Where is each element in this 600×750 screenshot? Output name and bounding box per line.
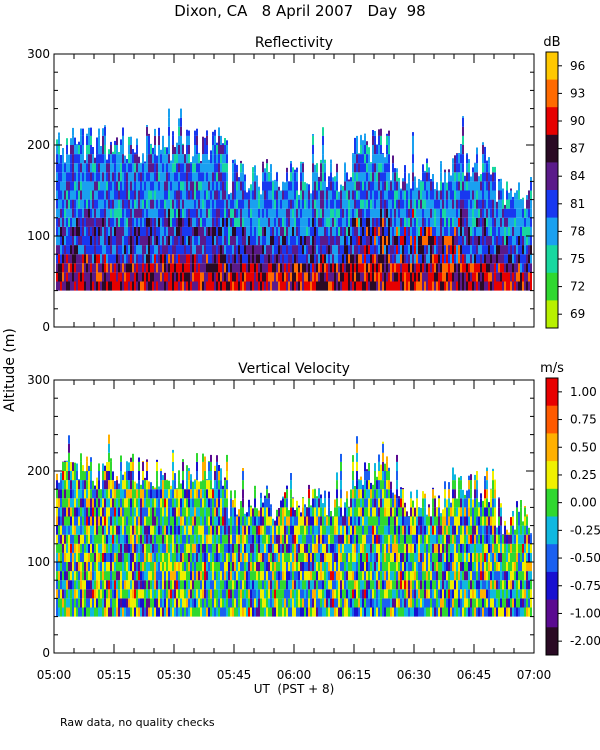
colorbar-swatch (546, 245, 558, 274)
y-tick-label: 0 (42, 320, 50, 334)
colorbar-tick-label: 81 (570, 197, 585, 211)
colorbar-tick-label: 78 (570, 224, 585, 238)
x-tick-label: 05:45 (217, 668, 252, 682)
colorbar-swatch (546, 599, 558, 628)
y-tick-label: 300 (27, 373, 50, 387)
colorbar-tick-label: 93 (570, 86, 585, 100)
reflectivity-panel: 300 200 100 0 96 93 90 87 84 81 78 75 72 69 (27, 47, 585, 334)
chart-title-vertical-velocity: Vertical Velocity (238, 361, 350, 377)
x-tick-label: 06:30 (397, 668, 432, 682)
reflectivity-field (56, 108, 532, 291)
colorbar-swatch (546, 378, 558, 407)
colorbar-tick-label: -0.25 (570, 523, 600, 537)
y-tick-label: 0 (42, 646, 50, 660)
x-tick-label: 07:00 (517, 668, 552, 682)
x-tick-label: 05:30 (157, 668, 192, 682)
x-tick-label: 06:45 (457, 668, 492, 682)
colorbar-tick-label: 84 (570, 169, 585, 183)
y-tick-label: 200 (27, 138, 50, 152)
colorbar-swatch (546, 79, 558, 108)
colorbar-unit-velocity: m/s (540, 361, 564, 376)
colorbar-tick-label: -1.00 (570, 606, 600, 620)
colorbar-tick-label: 75 (570, 252, 585, 266)
colorbar-tick-label: 72 (570, 280, 585, 294)
colorbar-swatch (546, 544, 558, 573)
colorbar-swatch (546, 107, 558, 136)
colorbar-swatch (546, 405, 558, 434)
colorbar-swatch (546, 516, 558, 545)
colorbar-tick-label: 1.00 (570, 385, 597, 399)
colorbar-tick-label: 0.75 (570, 413, 597, 427)
colorbar-swatch (546, 461, 558, 490)
colorbar-tick-label: 96 (570, 59, 585, 73)
shared-y-axis-label: Altitude (m) (2, 328, 18, 412)
velocity-panel: 300 200 100 0 05:00 05:15 05:30 05:45 06:00 06:15… (27, 373, 600, 682)
colorbar-reflectivity: 96 93 90 87 84 81 78 75 72 69 (545, 51, 585, 329)
colorbar-swatch (546, 217, 558, 246)
footnote: Raw data, no quality checks (60, 716, 215, 729)
colorbar-swatch (546, 627, 558, 656)
colorbar-swatch (546, 571, 558, 601)
colorbar-tick-label: 87 (570, 142, 585, 156)
colorbar-swatch (546, 190, 558, 219)
colorbar-swatch (546, 300, 558, 329)
y-tick-label: 200 (27, 464, 50, 478)
chart-title-reflectivity: Reflectivity (255, 35, 333, 51)
colorbar-tick-label: 0.25 (570, 468, 597, 482)
x-tick-label: 05:00 (37, 668, 72, 682)
colorbar-tick-label: 0.50 (570, 440, 597, 454)
x-tick-label: 05:15 (97, 668, 132, 682)
colorbar-unit-reflectivity: dB (543, 35, 560, 50)
colorbar-swatch (546, 134, 558, 163)
x-tick-label: 06:00 (277, 668, 312, 682)
velocity-field (56, 434, 532, 617)
colorbar-tick-label: 90 (570, 114, 585, 128)
colorbar-swatch (546, 162, 558, 191)
y-tick-label: 100 (27, 229, 50, 243)
colorbar-swatch (546, 433, 558, 462)
colorbar-tick-label: 0.00 (570, 496, 597, 510)
colorbar-tick-label: -0.75 (570, 579, 600, 593)
colorbar-tick-label: 69 (570, 307, 585, 321)
colorbar-swatch (546, 52, 558, 81)
colorbar-swatch (546, 488, 558, 517)
x-tick-label: 06:15 (337, 668, 372, 682)
y-tick-label: 300 (27, 47, 50, 61)
colorbar-swatch (546, 272, 558, 301)
colorbar-velocity: 1.00 0.75 0.50 0.25 0.00 -0.25 -0.50 -0.75 -1.00… (545, 377, 600, 656)
y-tick-label: 100 (27, 555, 50, 569)
page-title: Dixon, CA 8 April 2007 Day 98 (174, 2, 425, 20)
colorbar-tick-label: -2.00 (570, 634, 600, 648)
colorbar-tick-label: -0.50 (570, 551, 600, 565)
x-axis-label: UT (PST + 8) (254, 682, 335, 696)
